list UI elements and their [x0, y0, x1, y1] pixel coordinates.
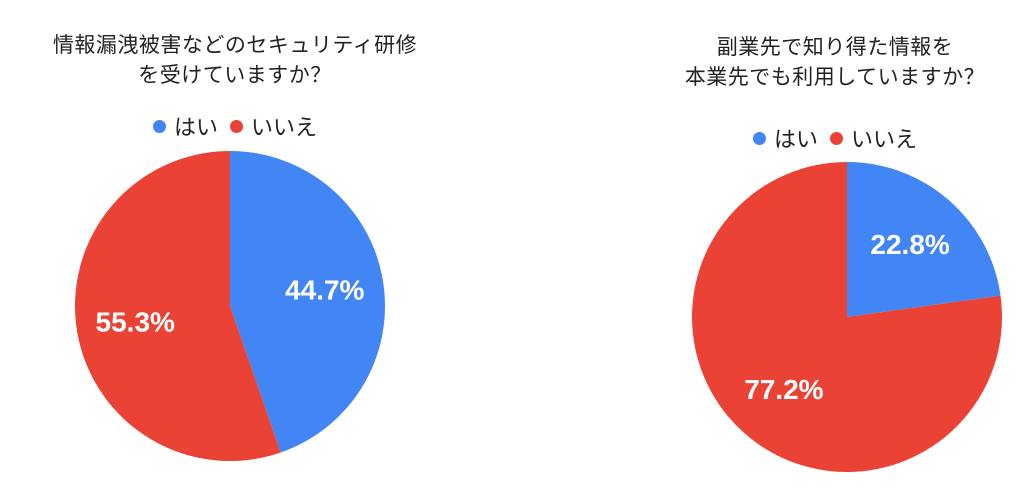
pie-plot: 22.8% 77.2% [691, 162, 1002, 472]
chart-legend: はい いいえ [0, 110, 470, 142]
legend-item-no: いいえ [830, 122, 917, 154]
legend-item-yes: はい [752, 122, 818, 154]
pie-chart-security-training: 情報漏洩被害などのセキュリティ研修 を受けていますか？ はい いいえ 44.7%… [0, 0, 470, 499]
legend-label-no: いいえ [851, 128, 918, 153]
chart-title: 副業先で知り得た情報を 本業先でも利用していますか？ [640, 32, 1030, 92]
pie-slice-yes [230, 151, 385, 453]
legend-label-no: いいえ [251, 116, 318, 141]
pie-slice-label-no: 77.2% [744, 374, 823, 405]
chart-title-line-2: 本業先でも利用していますか？ [684, 65, 986, 89]
pie-slice-no [74, 151, 281, 461]
chart-title: 情報漏洩被害などのセキュリティ研修 を受けていますか？ [0, 30, 470, 90]
legend-item-yes: はい [152, 110, 218, 142]
legend-swatch-yes [152, 119, 166, 133]
legend-swatch-no [230, 119, 243, 133]
legend-swatch-no [830, 131, 843, 145]
legend-label-yes: はい [773, 128, 818, 153]
pie-plot: 44.7% 55.3% [74, 151, 385, 461]
chart-legend: はい いいえ [640, 122, 1030, 154]
pie-chart-info-reuse: 副業先で知り得た情報を 本業先でも利用していますか？ はい いいえ 22.8% 7… [640, 0, 1030, 499]
pie-slice-label-yes: 44.7% [285, 275, 364, 306]
legend-swatch-yes [752, 131, 766, 145]
pie-slice-label-yes: 22.8% [870, 229, 949, 260]
chart-title-line-1: 副業先で知り得た情報を [716, 35, 954, 59]
legend-item-no: いいえ [230, 110, 317, 142]
chart-title-line-2: を受けていますか？ [138, 63, 332, 87]
legend-label-yes: はい [173, 116, 218, 141]
pie-slice-no [691, 162, 1002, 472]
pie-slice-label-no: 55.3% [96, 306, 175, 337]
chart-title-line-1: 情報漏洩被害などのセキュリティ研修 [52, 33, 418, 57]
pie-slice-yes [847, 162, 1001, 317]
